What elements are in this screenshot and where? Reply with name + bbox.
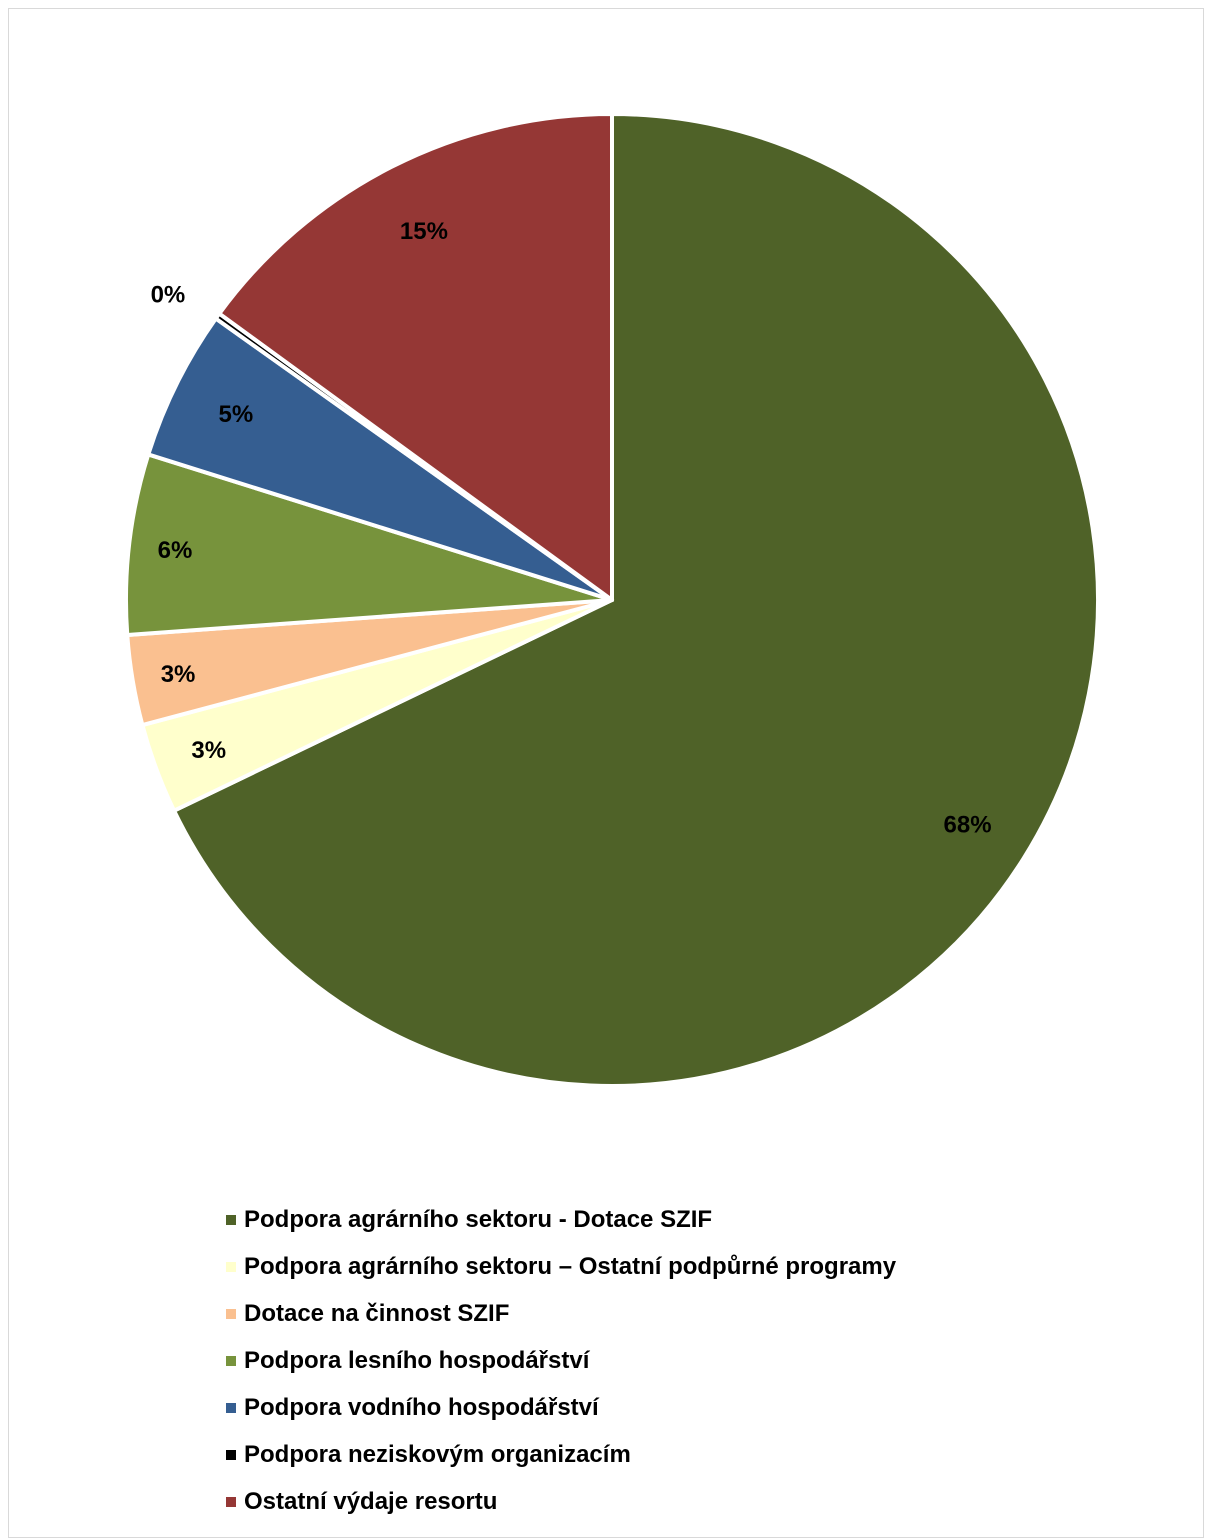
legend-item: Podpora agrárního sektoru - Dotace SZIF [226,1196,1186,1243]
legend-swatch [226,1261,236,1272]
legend-item: Ostatní výdaje resortu [226,1478,1186,1525]
data-label: 3% [161,661,196,688]
pie-slice [217,112,614,602]
legend-item: Podpora agrárního sektoru – Ostatní podp… [226,1243,1186,1290]
legend-label: Podpora neziskovým organizacím [244,1440,631,1468]
pie-slice [146,316,614,602]
legend-swatch [226,1214,236,1225]
pie-slices [124,112,1100,1088]
legend-swatch [226,1449,236,1460]
legend-item: Dotace na činnost SZIF [226,1290,1186,1337]
legend-label: Podpora agrárního sektoru – Ostatní podp… [244,1252,897,1280]
data-label: 15% [400,218,448,245]
data-label: 6% [158,537,193,564]
data-label: 5% [218,401,253,428]
data-label: 0% [151,281,186,308]
legend-label: Podpora lesního hospodářství [244,1346,590,1374]
legend-label: Dotace na činnost SZIF [244,1299,510,1327]
legend-item: Podpora neziskovým organizacím [226,1431,1186,1478]
pie-slice [124,452,614,638]
legend-swatch [226,1496,236,1507]
pie-data-labels: 68% 3% 3% 6% 5% 0% 15% [151,218,992,838]
data-label: 3% [191,737,226,764]
legend-item: Podpora lesního hospodářství [226,1337,1186,1384]
legend-swatch [226,1402,236,1413]
legend: Podpora agrárního sektoru - Dotace SZIF P… [226,1196,1186,1525]
legend-swatch [226,1355,236,1366]
legend-swatch [226,1308,236,1319]
data-label: 68% [944,812,992,839]
pie-slice [172,112,1100,1088]
pie-chart: 68% 3% 3% 6% 5% 0% 15% [124,112,1100,1088]
legend-label: Podpora vodního hospodářství [244,1393,599,1421]
legend-label: Ostatní výdaje resortu [244,1487,498,1515]
legend-item: Podpora vodního hospodářství [226,1384,1186,1431]
legend-label: Podpora agrárního sektoru - Dotace SZIF [244,1205,713,1233]
